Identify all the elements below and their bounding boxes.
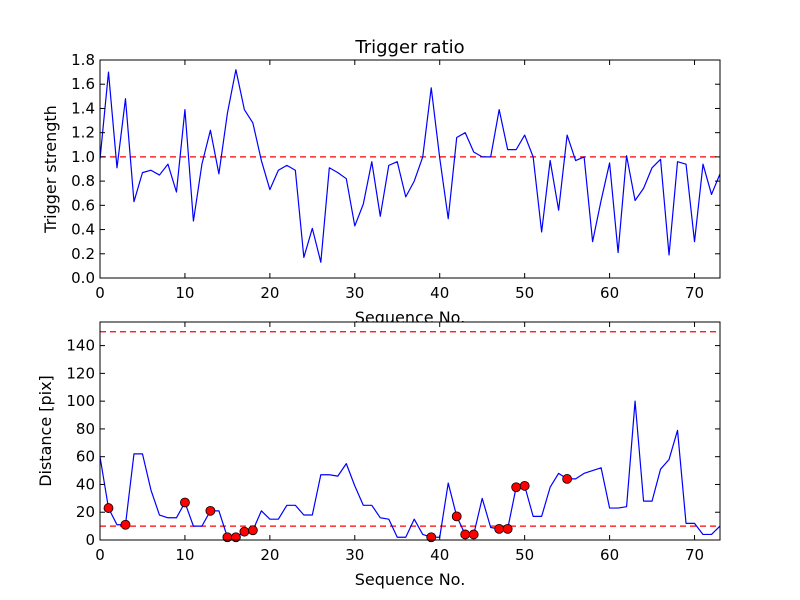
trigger-ratio-ytick-label: 1.4 bbox=[71, 99, 95, 117]
trigger-ratio-xtick-label: 0 bbox=[95, 284, 105, 302]
distance-xtick-label: 20 bbox=[260, 546, 279, 564]
distance-xtick-label: 40 bbox=[430, 546, 449, 564]
trigger-ratio-ytick-label: 0.4 bbox=[71, 221, 95, 239]
distance-xtick-label: 60 bbox=[600, 546, 619, 564]
distance-xtick-label: 70 bbox=[685, 546, 704, 564]
distance-xtick-label: 50 bbox=[515, 546, 534, 564]
distance-xlabel: Sequence No. bbox=[355, 570, 466, 589]
trigger-ratio-xtick-label: 10 bbox=[175, 284, 194, 302]
trigger-ratio-xtick-label: 60 bbox=[600, 284, 619, 302]
distance-marker-point bbox=[103, 503, 114, 513]
trigger-ratio-xtick-label: 50 bbox=[515, 284, 534, 302]
distance-plot-area bbox=[100, 322, 720, 540]
trigger-ratio-xtick-label: 30 bbox=[345, 284, 364, 302]
distance-marker-point bbox=[180, 497, 190, 508]
trigger-ratio-plot-frame bbox=[99, 59, 721, 279]
trigger-ratio-ytick-label: 1.2 bbox=[71, 124, 95, 142]
trigger-ratio-plot-area bbox=[100, 60, 720, 278]
distance-marker-point bbox=[468, 529, 479, 540]
distance-marker-point bbox=[511, 482, 522, 493]
trigger-ratio-ytick-label: 1.0 bbox=[71, 148, 95, 166]
distance-marker-point bbox=[426, 532, 437, 543]
trigger-ratio-xtick-label: 70 bbox=[685, 284, 704, 302]
distance-series-line bbox=[99, 400, 721, 538]
distance-panel: 0 10 20 30 40 50 60 70 0 20 40 60 80 100 120 140 Sequen… bbox=[36, 321, 721, 589]
distance-marker-point bbox=[120, 519, 131, 530]
distance-ytick-label: 140 bbox=[66, 337, 95, 355]
trigger-ratio-xtick-label: 20 bbox=[260, 284, 279, 302]
distance-xtick-label: 30 bbox=[345, 546, 364, 564]
distance-ytick-label: 20 bbox=[76, 503, 95, 521]
trigger-ratio-ytick-label: 0.2 bbox=[71, 245, 95, 263]
distance-ytick-label: 80 bbox=[76, 420, 95, 438]
distance-marker-point bbox=[562, 474, 573, 484]
distance-marker-point bbox=[460, 529, 471, 540]
distance-marker-point bbox=[519, 480, 530, 491]
distance-marker-point bbox=[451, 511, 462, 522]
distance-xtick-label: 0 bbox=[95, 546, 105, 564]
distance-marker-point bbox=[239, 526, 250, 537]
trigger-ratio-title: Trigger ratio bbox=[354, 37, 464, 58]
trigger-ratio-ytick-label: 1.6 bbox=[71, 75, 95, 93]
distance-ytick-label: 0 bbox=[85, 531, 95, 549]
distance-plot-frame bbox=[99, 321, 721, 541]
trigger-ratio-ytick-label: 1.8 bbox=[71, 51, 95, 69]
trigger-ratio-ytick-label: 0.0 bbox=[71, 269, 95, 287]
trigger-ratio-ytick-label: 0.6 bbox=[71, 196, 95, 214]
distance-marker-point bbox=[247, 525, 258, 536]
distance-xtick-label: 10 bbox=[175, 546, 194, 564]
trigger-ratio-series-line bbox=[99, 69, 721, 263]
distance-ylabel: Distance [pix] bbox=[36, 375, 55, 487]
trigger-ratio-xtick-label: 40 bbox=[430, 284, 449, 302]
distance-ytick-label: 40 bbox=[76, 475, 95, 493]
distance-marker-point bbox=[494, 523, 505, 534]
trigger-ratio-panel: 0 10 20 30 40 50 60 70 0.0 0.2 0.4 0.6 0.8 1.0 1.2 1.4 1… bbox=[41, 37, 721, 327]
distance-marker-point bbox=[230, 532, 241, 543]
distance-ytick-label: 60 bbox=[76, 448, 95, 466]
distance-marker-point bbox=[205, 505, 216, 516]
distance-marker-point bbox=[502, 523, 513, 534]
distance-ytick-label: 120 bbox=[66, 364, 95, 382]
trigger-ratio-ylabel: Trigger strength bbox=[41, 105, 60, 234]
distance-ytick-label: 100 bbox=[66, 392, 95, 410]
trigger-ratio-ytick-label: 0.8 bbox=[71, 172, 95, 190]
